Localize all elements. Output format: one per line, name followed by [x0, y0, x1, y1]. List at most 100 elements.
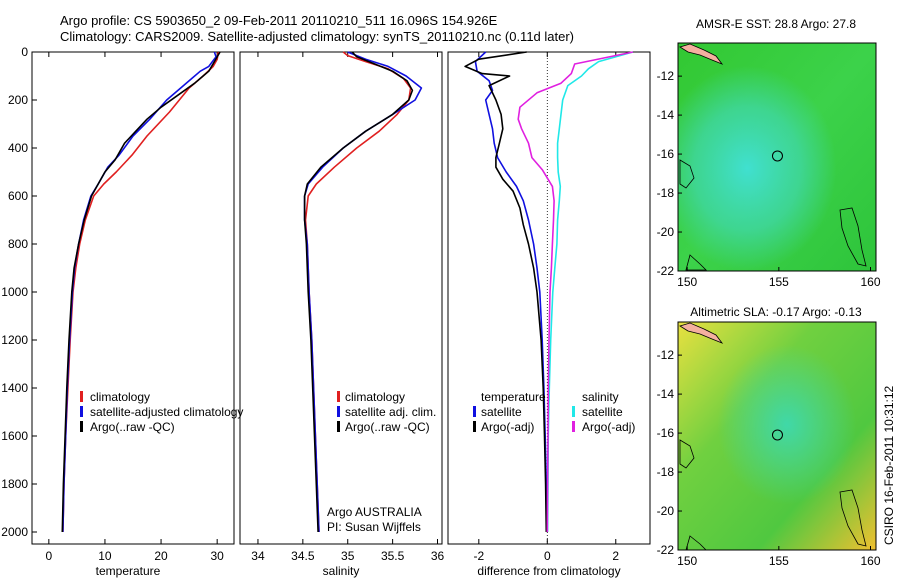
lat-tick-label: -22 — [657, 264, 675, 278]
x-tick-label: 20 — [154, 549, 168, 563]
x-tick-label: -2 — [473, 549, 484, 563]
figure-title-line2: Climatology: CARS2009. Satellite-adjuste… — [60, 29, 574, 44]
argo-float-position-marker — [771, 429, 783, 441]
y-tick-label: 1800 — [1, 477, 28, 491]
y-tick-label: 600 — [8, 189, 28, 203]
temperature-x-label: temperature — [96, 564, 161, 578]
lat-tick-label: -18 — [657, 465, 675, 479]
sla-longitude-axis: 150 155 160 — [677, 546, 881, 568]
legend-label-temp-argo: Argo(-adj) — [481, 420, 534, 434]
sla-coastline — [679, 322, 724, 344]
legend-swatch-argo — [337, 421, 340, 432]
sla-map-frame — [677, 321, 877, 551]
difference-plot-frame — [447, 51, 651, 545]
lat-tick-label: -18 — [657, 186, 675, 200]
y-tick-label: 800 — [8, 237, 28, 251]
lat-tick-label: -16 — [657, 426, 675, 440]
lat-tick-label: -12 — [657, 348, 675, 362]
legend-swatch-argo — [80, 421, 83, 432]
sla-reef-outline-1 — [679, 439, 695, 469]
legend-swatch-satellite — [80, 406, 83, 417]
temperature-series — [61, 51, 221, 533]
series-line-satellite-adjusted-climatology — [62, 51, 217, 533]
x-tick-label: 0 — [45, 549, 52, 563]
x-tick-label: 0 — [544, 549, 551, 563]
lon-tick-label: 150 — [677, 554, 697, 568]
sst-longitude-axis: 150 155 160 — [677, 267, 881, 289]
sst-map-frame — [677, 42, 877, 272]
sla-map-title: Altimetric SLA: -0.17 Argo: -0.13 — [690, 305, 862, 319]
lat-tick-label: -14 — [657, 108, 675, 122]
difference-legend: temperature satellite Argo(-adj) salinit… — [473, 390, 635, 434]
salinity-x-axis: 34 34.5 35 35.5 36 — [251, 52, 445, 563]
sst-latitude-axis: -12 -14 -16 -18 -20 -22 — [657, 69, 682, 278]
difference-series — [464, 51, 634, 533]
legend-swatch-sal-satellite — [572, 406, 575, 417]
x-tick-label: 35 — [341, 549, 355, 563]
legend-swatch-temp-satellite — [473, 406, 476, 417]
series-line-satellite-adj-clim- — [303, 51, 423, 533]
lat-tick-label: -14 — [657, 387, 675, 401]
salinity-x-label: salinity — [323, 564, 360, 578]
sst-heatmap — [678, 43, 876, 271]
lat-tick-label: -22 — [657, 543, 675, 557]
legend-title-salinity: salinity — [582, 390, 619, 404]
lat-tick-label: -20 — [657, 504, 675, 518]
legend-swatch-climatology — [337, 391, 340, 402]
x-tick-label: 36 — [431, 549, 445, 563]
sst-reef-outline-2 — [839, 207, 867, 267]
lon-tick-label: 160 — [860, 275, 880, 289]
legend-swatch-sal-argo — [572, 421, 575, 432]
y-tick-label: 200 — [8, 93, 28, 107]
legend-label-climatology: climatology — [345, 390, 405, 404]
legend-swatch-temp-argo — [473, 421, 476, 432]
y-tick-label: 1600 — [1, 429, 28, 443]
difference-x-axis: -2 0 2 — [473, 52, 619, 563]
credit-pi: PI: Susan Wijffels — [327, 520, 421, 534]
lon-tick-label: 155 — [769, 554, 789, 568]
series-line-temperature-argo-adj- — [464, 51, 548, 533]
depth-axis: 0 200 400 600 800 1000 1200 1400 1600 1800 2000 — [1, 45, 37, 539]
salinity-legend: climatology satellite adj. clim. Argo(..… — [337, 390, 436, 434]
lon-tick-label: 160 — [860, 554, 880, 568]
legend-label-sal-satellite: satellite — [582, 405, 623, 419]
lon-tick-label: 150 — [677, 275, 697, 289]
salinity-plot-frame — [239, 51, 443, 545]
x-tick-label: 30 — [210, 549, 224, 563]
x-tick-label: 10 — [98, 549, 112, 563]
y-tick-label: 1400 — [1, 381, 28, 395]
legend-label-satellite: satellite-adjusted climatology — [90, 405, 243, 419]
series-line-temperature-satellite — [474, 51, 548, 533]
sla-map-panel: Altimetric SLA: -0.17 Argo: -0.13 150 155… — [657, 305, 881, 568]
x-tick-label: 35.5 — [381, 549, 405, 563]
series-line-argo-raw-qc- — [303, 51, 414, 533]
x-tick-label: 34.5 — [291, 549, 315, 563]
sst-reef-outline-1 — [679, 159, 695, 189]
series-line-salinity-argo-adj- — [517, 51, 634, 533]
legend-swatch-climatology — [80, 391, 83, 402]
difference-x-label: difference from climatology — [477, 564, 620, 578]
x-tick-label: 34 — [251, 549, 265, 563]
timestamp-stamp: CSIRO 16-Feb-2011 10:31:12 — [882, 385, 896, 545]
temperature-panel: 0 200 400 600 800 1000 1200 1400 1600 1800 2000 0 1… — [1, 45, 243, 578]
legend-label-argo: Argo(..raw -QC) — [345, 420, 430, 434]
y-tick-label: 2000 — [1, 525, 28, 539]
sst-coast-bottom — [685, 254, 707, 271]
x-tick-label: 2 — [612, 549, 619, 563]
salinity-panel: 34 34.5 35 35.5 36 salinity climatology sate… — [239, 51, 445, 578]
legend-label-climatology: climatology — [90, 390, 150, 404]
legend-title-temperature: temperature — [481, 390, 546, 404]
lon-tick-label: 155 — [769, 275, 789, 289]
series-line-climatology — [304, 51, 412, 533]
temperature-x-axis: 0 10 20 30 — [45, 52, 224, 563]
temperature-legend: climatology satellite-adjusted climatolo… — [80, 390, 243, 434]
y-tick-label: 1200 — [1, 333, 28, 347]
credit-argo-australia: Argo AUSTRALIA — [327, 505, 422, 519]
sst-map-title: AMSR-E SST: 28.8 Argo: 27.8 — [696, 17, 856, 31]
legend-label-argo: Argo(..raw -QC) — [90, 420, 175, 434]
y-tick-label: 0 — [21, 45, 28, 59]
sst-coastline — [679, 43, 724, 65]
temperature-plot-frame — [31, 51, 235, 545]
sla-latitude-axis: -12 -14 -16 -18 -20 -22 — [657, 348, 682, 557]
legend-label-satellite: satellite adj. clim. — [345, 405, 436, 419]
